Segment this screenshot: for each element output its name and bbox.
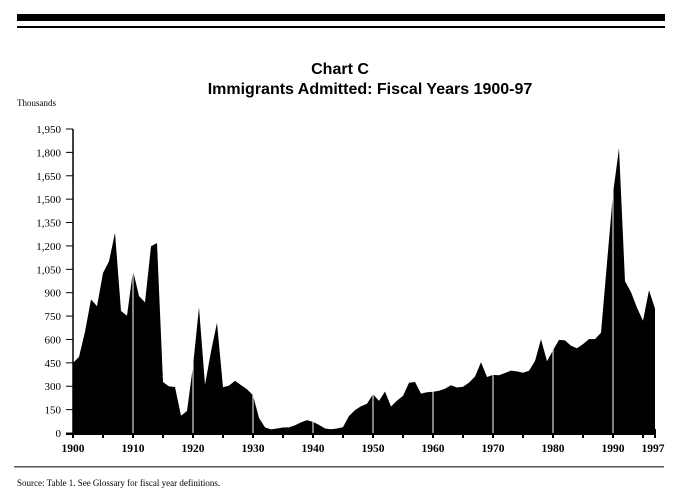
x-tick-label: 1970	[482, 443, 505, 455]
y-tick-label: 150	[45, 405, 62, 417]
x-tick-label: 1900	[62, 443, 85, 455]
top-rule-thick	[17, 14, 665, 21]
y-axis-label: Thousands	[17, 98, 56, 108]
y-tick-label: 750	[45, 311, 62, 323]
y-tick-label: 1,650	[36, 171, 61, 183]
x-tick-label: 1950	[362, 443, 385, 455]
y-tick-label: 1,800	[36, 147, 61, 159]
area-series	[73, 148, 655, 433]
source-note: Source: Table 1. See Glossary for fiscal…	[17, 478, 220, 488]
x-tick-label: 1997	[642, 443, 665, 455]
x-tick-label: 1990	[602, 443, 625, 455]
y-tick-label: 1,050	[36, 264, 61, 276]
y-tick-label: 300	[45, 381, 62, 393]
y-tick-label: 600	[45, 334, 62, 346]
chart-title: Chart C	[311, 61, 369, 78]
top-rule-thin	[17, 26, 665, 28]
x-tick-label: 1930	[242, 443, 265, 455]
x-tick-label: 1940	[302, 443, 325, 455]
x-tick-label: 1910	[122, 443, 145, 455]
y-tick-label: 1,350	[36, 218, 61, 230]
y-tick-label: 0	[56, 428, 62, 440]
x-tick-label: 1920	[182, 443, 205, 455]
chart-subtitle: Immigrants Admitted: Fiscal Years 1900-9…	[208, 81, 533, 98]
x-tick-label: 1960	[422, 443, 445, 455]
bottom-rule	[14, 466, 664, 468]
y-tick-label: 1,200	[36, 241, 61, 253]
y-tick-label: 1,500	[36, 194, 61, 206]
y-tick-label: 450	[45, 358, 62, 370]
y-tick-label: 1,950	[36, 124, 61, 136]
x-tick-label: 1980	[542, 443, 565, 455]
y-tick-label: 900	[45, 288, 62, 300]
plot-area: 0 150 300 450 600 750 900 1,050 1,200 1,350 1,500 1…	[36, 124, 665, 455]
